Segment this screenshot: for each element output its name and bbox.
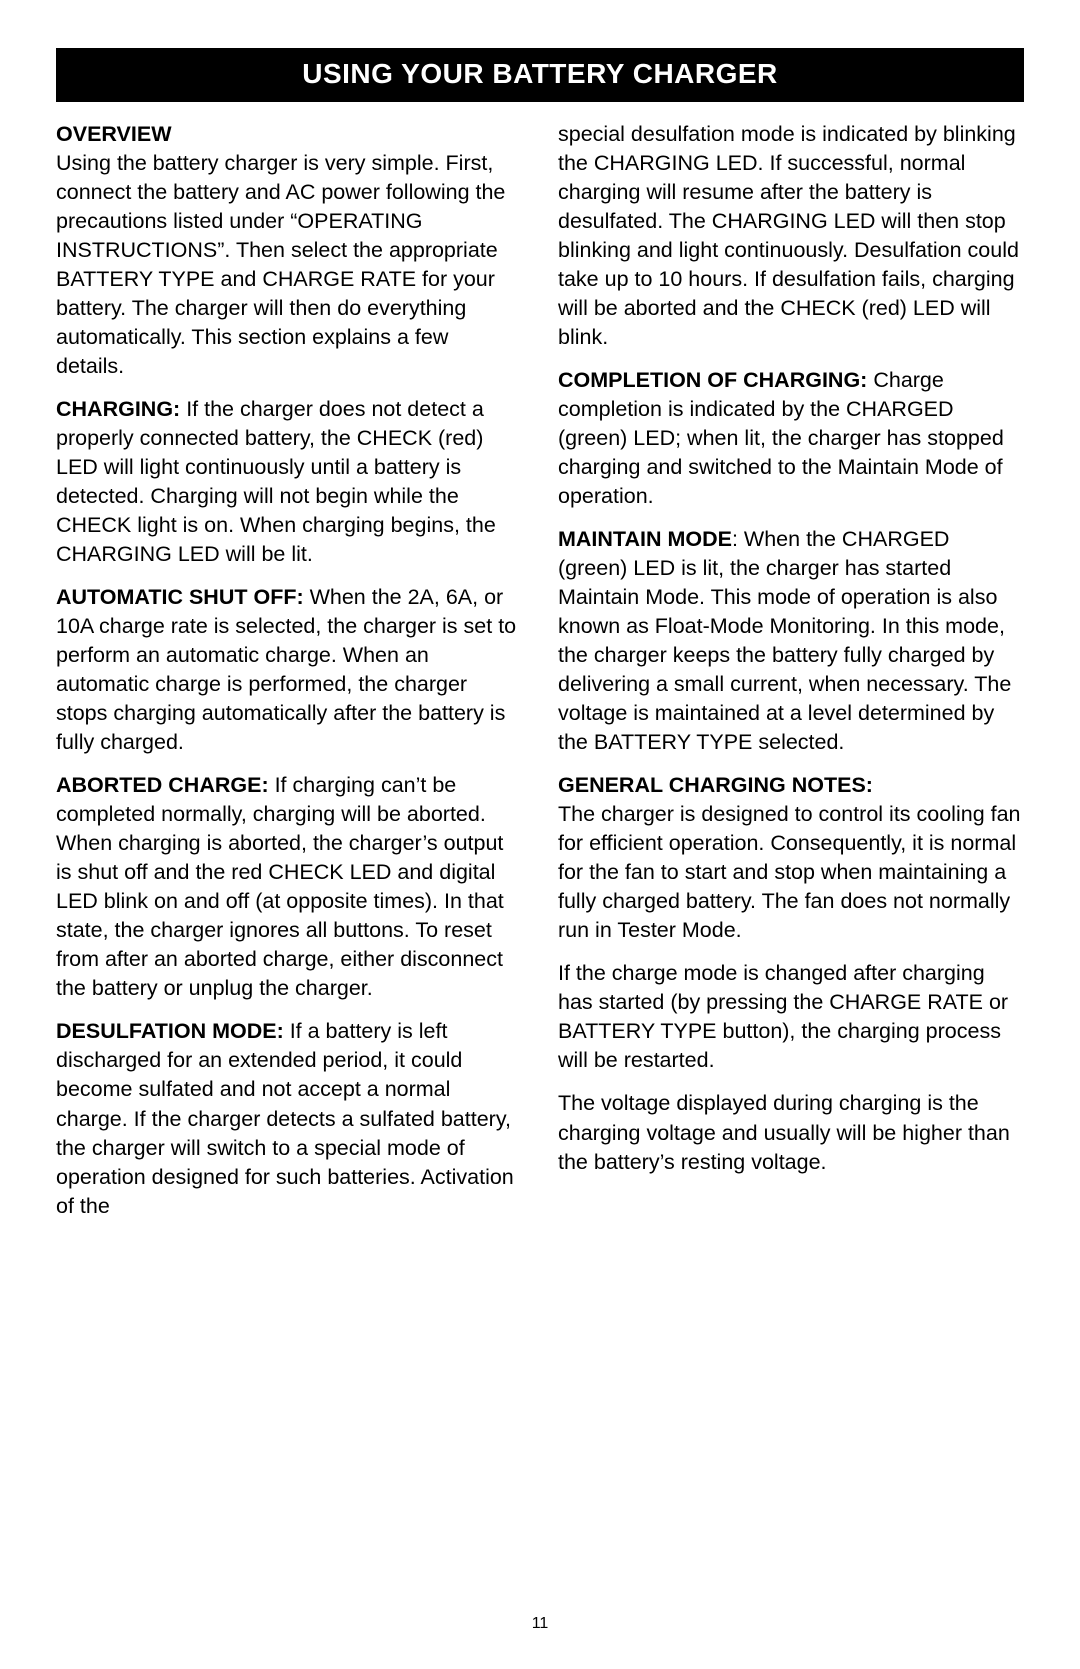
overview-paragraph: OVERVIEW Using the battery charger is ve…: [56, 120, 522, 381]
aborted-charge-heading: ABORTED CHARGE:: [56, 773, 269, 797]
section-title: USING YOUR BATTERY CHARGER: [302, 58, 778, 89]
desulfation-text: If a battery is left discharged for an e…: [56, 1019, 514, 1217]
maintain-mode-paragraph: MAINTAIN MODE: When the CHARGED (green) …: [558, 525, 1024, 757]
maintain-mode-heading: MAINTAIN MODE: [558, 527, 732, 551]
two-column-layout: OVERVIEW Using the battery charger is ve…: [56, 120, 1024, 1235]
general-notes-paragraph: GENERAL CHARGING NOTES: The charger is d…: [558, 771, 1024, 945]
manual-page: USING YOUR BATTERY CHARGER OVERVIEW Usin…: [0, 0, 1080, 1669]
auto-shutoff-paragraph: AUTOMATIC SHUT OFF: When the 2A, 6A, or …: [56, 583, 522, 757]
auto-shutoff-text: When the 2A, 6A, or 10A charge rate is s…: [56, 585, 516, 754]
page-number: 11: [0, 1615, 1080, 1633]
general-notes-text-2: If the charge mode is changed after char…: [558, 961, 1008, 1072]
desulfation-paragraph: DESULFATION MODE: If a battery is left d…: [56, 1017, 522, 1220]
overview-text: Using the battery charger is very simple…: [56, 151, 505, 378]
overview-heading: OVERVIEW: [56, 122, 172, 146]
charging-text: If the charger does not detect a properl…: [56, 397, 496, 566]
desulfation-continued-paragraph: special desulfation mode is indicated by…: [558, 120, 1024, 352]
general-notes-p3: The voltage displayed during charging is…: [558, 1089, 1024, 1176]
section-title-bar: USING YOUR BATTERY CHARGER: [56, 48, 1024, 102]
desulfation-continued-text: special desulfation mode is indicated by…: [558, 122, 1019, 349]
general-notes-heading: GENERAL CHARGING NOTES:: [558, 773, 873, 797]
right-column: special desulfation mode is indicated by…: [558, 120, 1024, 1235]
maintain-mode-text: : When the CHARGED (green) LED is lit, t…: [558, 527, 1011, 754]
aborted-charge-text: If charging can’t be completed normally,…: [56, 773, 504, 1000]
completion-paragraph: COMPLETION OF CHARGING: Charge completio…: [558, 366, 1024, 511]
completion-heading: COMPLETION OF CHARGING:: [558, 368, 867, 392]
auto-shutoff-heading: AUTOMATIC SHUT OFF:: [56, 585, 304, 609]
general-notes-text-3: The voltage displayed during charging is…: [558, 1091, 1010, 1173]
desulfation-heading: DESULFATION MODE:: [56, 1019, 284, 1043]
aborted-charge-paragraph: ABORTED CHARGE: If charging can’t be com…: [56, 771, 522, 1003]
general-notes-p2: If the charge mode is changed after char…: [558, 959, 1024, 1075]
general-notes-text-1: The charger is designed to control its c…: [558, 802, 1021, 942]
charging-heading: CHARGING:: [56, 397, 180, 421]
left-column: OVERVIEW Using the battery charger is ve…: [56, 120, 522, 1235]
charging-paragraph: CHARGING: If the charger does not detect…: [56, 395, 522, 569]
